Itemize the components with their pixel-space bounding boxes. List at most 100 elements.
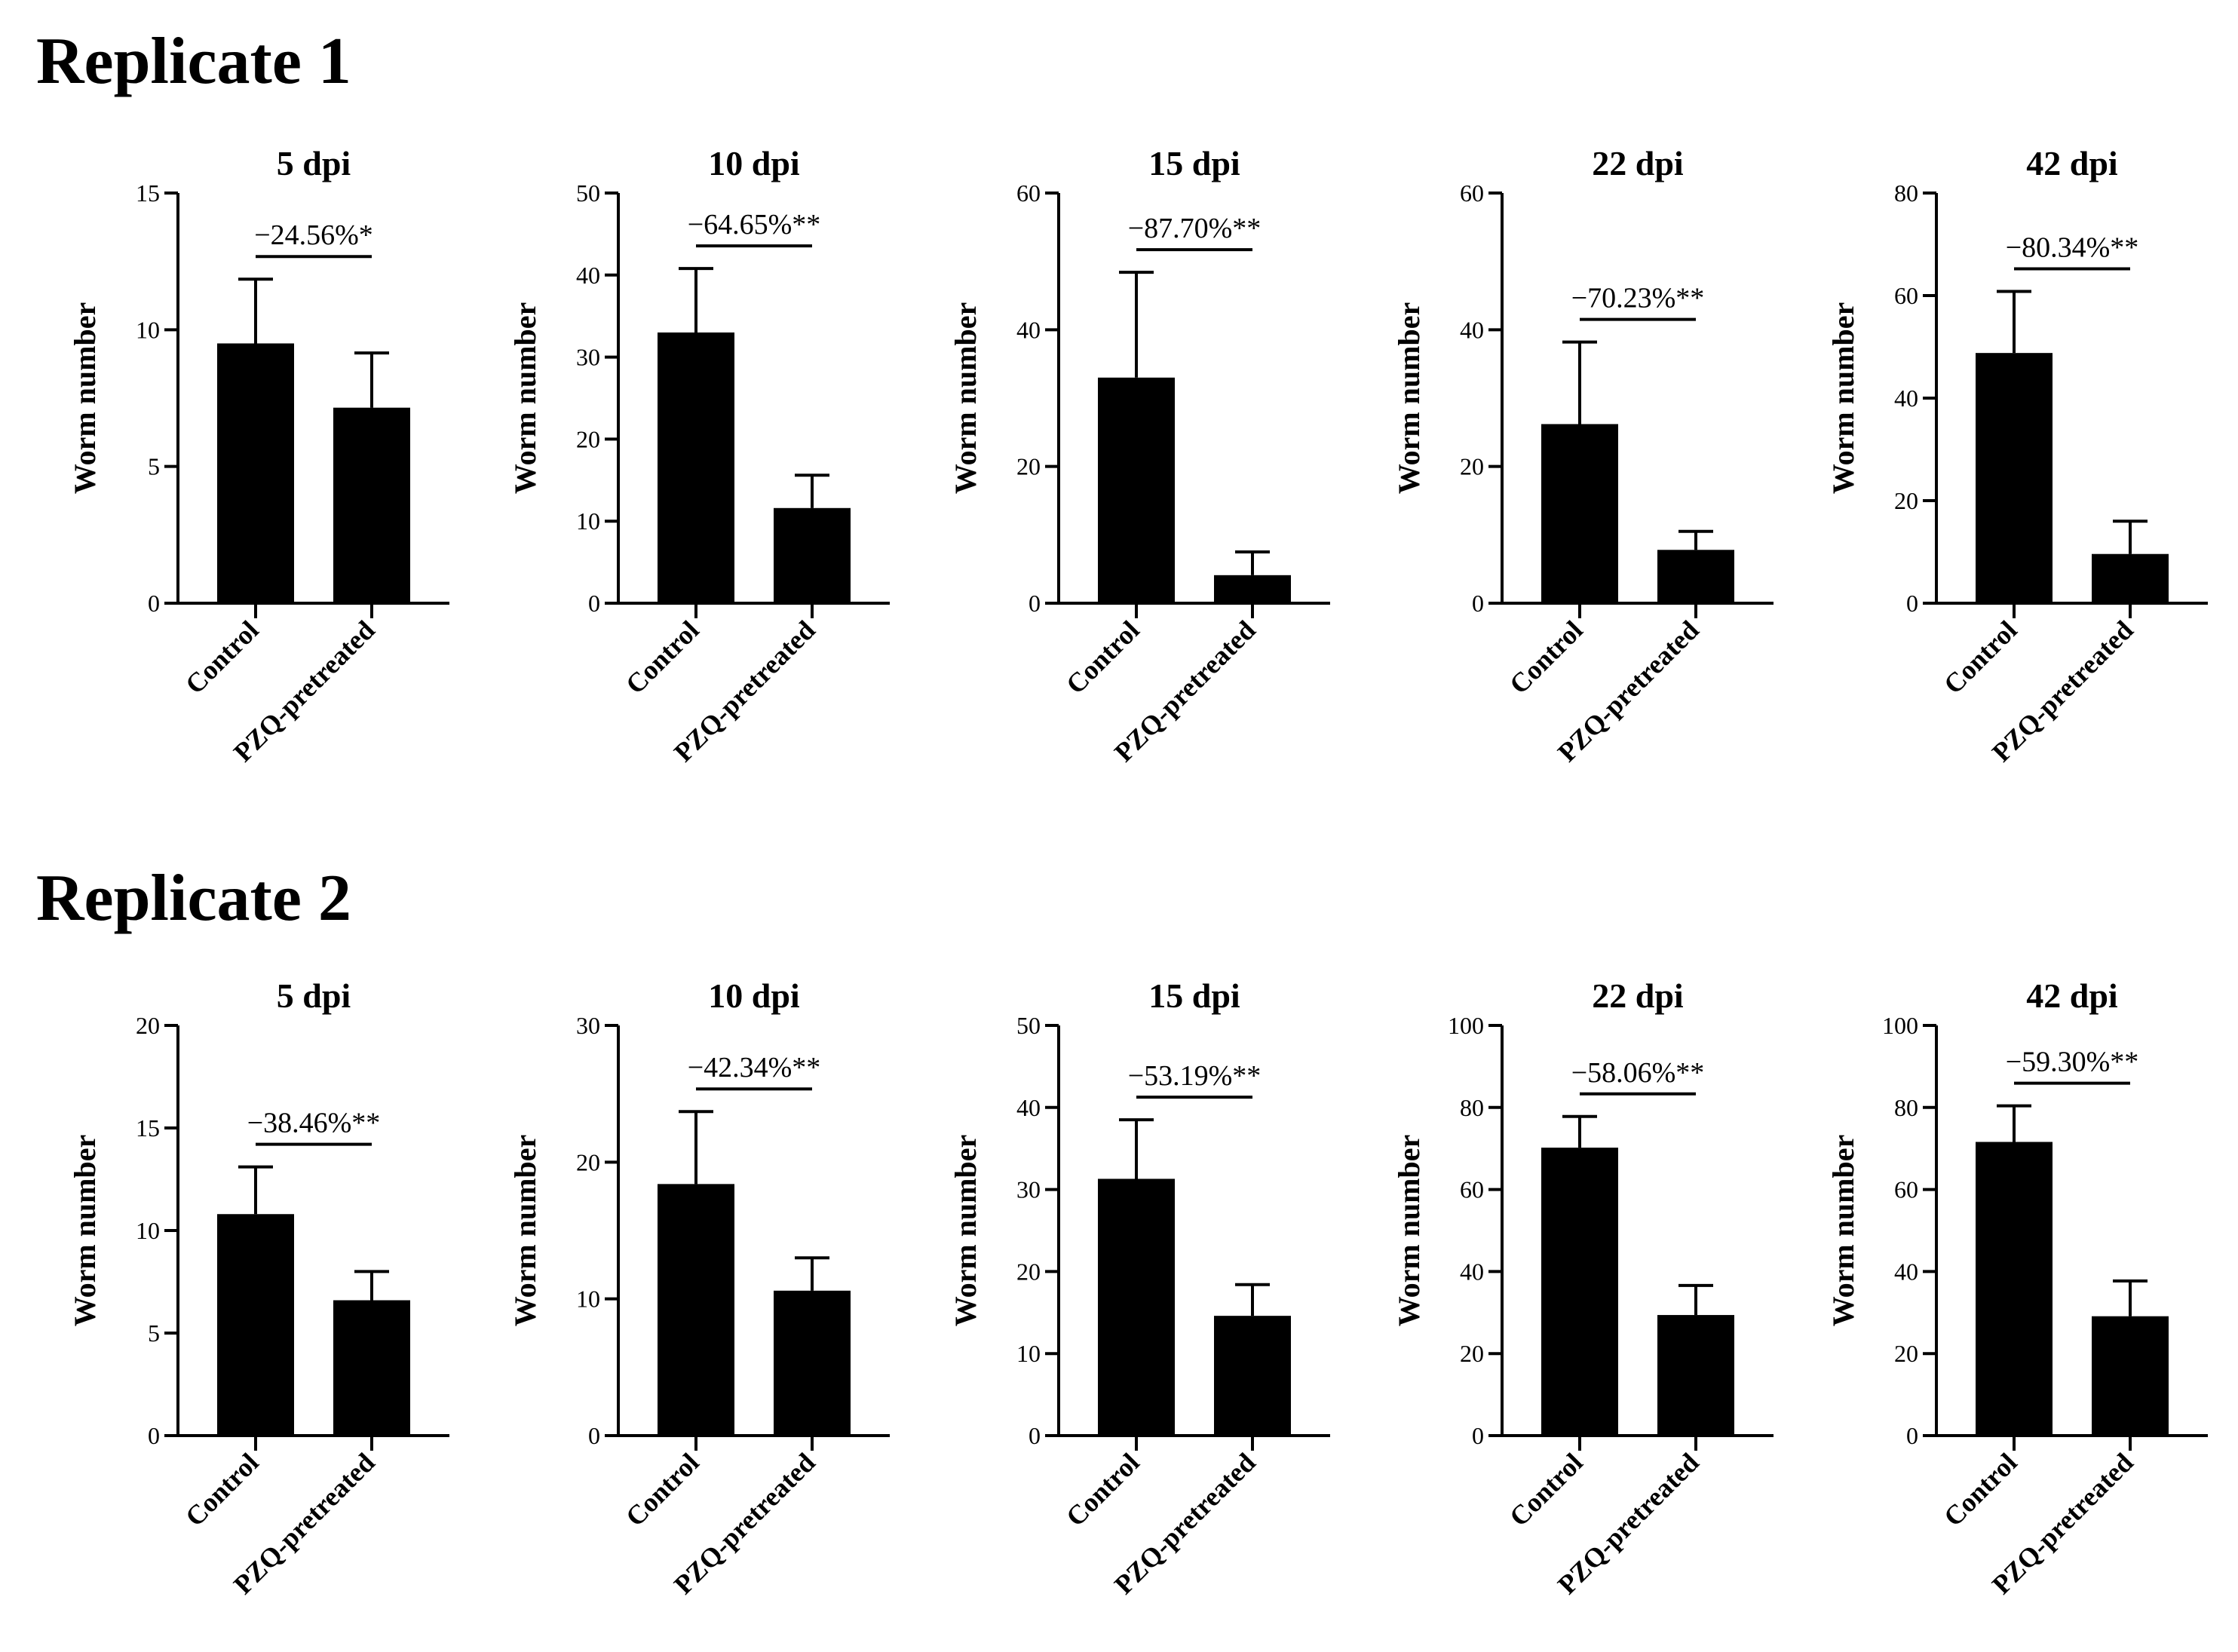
- bar: [1098, 377, 1175, 603]
- y-axis-label: Worm number: [68, 302, 102, 494]
- panel-title: 15 dpi: [1148, 976, 1240, 1015]
- y-tick-label: 0: [1029, 1422, 1041, 1449]
- y-tick-label: 10: [136, 316, 160, 343]
- bar: [333, 407, 410, 603]
- y-tick-label: 60: [1894, 282, 1918, 309]
- y-tick-label: 20: [136, 1012, 160, 1039]
- category-label: Control: [620, 615, 705, 700]
- panel-title: 42 dpi: [2026, 976, 2118, 1015]
- y-tick-label: 40: [1016, 1094, 1041, 1121]
- panel-title: 15 dpi: [1148, 144, 1240, 182]
- y-tick-label: 20: [1460, 453, 1484, 480]
- y-tick-label: 20: [1016, 1258, 1041, 1285]
- y-axis-label: Worm number: [508, 1135, 542, 1326]
- significance-annotation: −59.30%**: [2006, 1047, 2139, 1078]
- bar: [2092, 1316, 2169, 1436]
- y-axis-label: Worm number: [508, 302, 542, 494]
- bar: [1976, 1142, 2053, 1436]
- y-tick-label: 40: [1460, 1258, 1484, 1285]
- y-axis-label: Worm number: [1826, 1135, 1860, 1326]
- panel-title: 10 dpi: [708, 144, 800, 182]
- bar: [774, 507, 851, 603]
- y-tick-label: 80: [1460, 1094, 1484, 1121]
- y-tick-label: 0: [588, 590, 600, 617]
- significance-annotation: −53.19%**: [1128, 1060, 1262, 1092]
- y-tick-label: 40: [1894, 1258, 1918, 1285]
- y-tick-label: 0: [1472, 590, 1484, 617]
- y-tick-label: 20: [576, 1148, 600, 1175]
- y-tick-label: 10: [576, 1286, 600, 1313]
- y-tick-label: 60: [1894, 1176, 1918, 1203]
- y-tick-label: 0: [588, 1422, 600, 1449]
- panel-title: 42 dpi: [2026, 144, 2118, 182]
- y-tick-label: 40: [1016, 316, 1041, 343]
- panel-title: 22 dpi: [1592, 976, 1684, 1015]
- y-tick-label: 40: [1460, 316, 1484, 343]
- significance-annotation: −64.65%**: [688, 209, 821, 241]
- bar: [1214, 575, 1291, 603]
- y-tick-label: 0: [148, 1422, 160, 1449]
- y-tick-label: 80: [1894, 179, 1918, 207]
- y-tick-label: 5: [148, 453, 160, 480]
- y-axis-label: Worm number: [949, 302, 983, 494]
- category-label: Control: [179, 615, 265, 700]
- y-tick-label: 0: [1029, 590, 1041, 617]
- bar: [1098, 1178, 1175, 1436]
- y-axis-label: Worm number: [1392, 1135, 1426, 1326]
- category-label: Control: [620, 1447, 705, 1532]
- panel-title: 22 dpi: [1592, 144, 1684, 182]
- category-label: Control: [1938, 615, 2023, 700]
- y-tick-label: 50: [1016, 1012, 1041, 1039]
- category-label: Control: [1938, 1447, 2023, 1532]
- y-tick-label: 0: [1472, 1422, 1484, 1449]
- category-label: Control: [1504, 1447, 1589, 1532]
- bar: [1541, 424, 1618, 603]
- y-tick-label: 0: [148, 590, 160, 617]
- y-tick-label: 0: [1906, 590, 1918, 617]
- y-tick-label: 30: [576, 344, 600, 371]
- significance-annotation: −58.06%**: [1571, 1057, 1705, 1089]
- panel-title: 5 dpi: [277, 144, 351, 182]
- y-tick-label: 20: [1894, 487, 1918, 514]
- y-tick-label: 10: [576, 507, 600, 535]
- bar: [774, 1290, 851, 1436]
- y-tick-label: 30: [576, 1012, 600, 1039]
- significance-annotation: −42.34%**: [688, 1052, 821, 1083]
- category-label: Control: [1060, 1447, 1145, 1532]
- y-tick-label: 15: [136, 1114, 160, 1142]
- replicate-2-title: Replicate 2: [36, 862, 351, 935]
- y-tick-label: 20: [1894, 1340, 1918, 1367]
- category-label: Control: [1060, 615, 1145, 700]
- bar: [1657, 550, 1734, 603]
- y-axis-label: Worm number: [949, 1135, 983, 1326]
- panel-title: 10 dpi: [708, 976, 800, 1015]
- y-tick-label: 20: [576, 425, 600, 452]
- category-label: Control: [179, 1447, 265, 1532]
- y-tick-label: 10: [136, 1217, 160, 1244]
- y-tick-label: 40: [576, 262, 600, 289]
- y-tick-label: 20: [1460, 1340, 1484, 1367]
- y-axis-label: Worm number: [68, 1135, 102, 1326]
- significance-annotation: −87.70%**: [1128, 213, 1262, 244]
- y-tick-label: 0: [1906, 1422, 1918, 1449]
- significance-annotation: −24.56%*: [254, 219, 373, 251]
- y-axis-label: Worm number: [1826, 302, 1860, 494]
- y-tick-label: 40: [1894, 385, 1918, 412]
- significance-annotation: −70.23%**: [1571, 283, 1705, 314]
- bar: [2092, 553, 2169, 603]
- y-tick-label: 80: [1894, 1094, 1918, 1121]
- y-tick-label: 60: [1460, 179, 1484, 207]
- y-tick-label: 60: [1016, 179, 1041, 207]
- y-tick-label: 30: [1016, 1176, 1041, 1203]
- y-tick-label: 20: [1016, 453, 1041, 480]
- bar: [333, 1300, 410, 1436]
- y-tick-label: 10: [1016, 1340, 1041, 1367]
- bar: [1976, 353, 2053, 603]
- bar: [217, 343, 294, 603]
- y-tick-label: 15: [136, 179, 160, 207]
- category-label: Control: [1504, 615, 1589, 700]
- y-tick-label: 100: [1448, 1012, 1484, 1039]
- y-tick-label: 100: [1882, 1012, 1918, 1039]
- bar: [658, 332, 734, 603]
